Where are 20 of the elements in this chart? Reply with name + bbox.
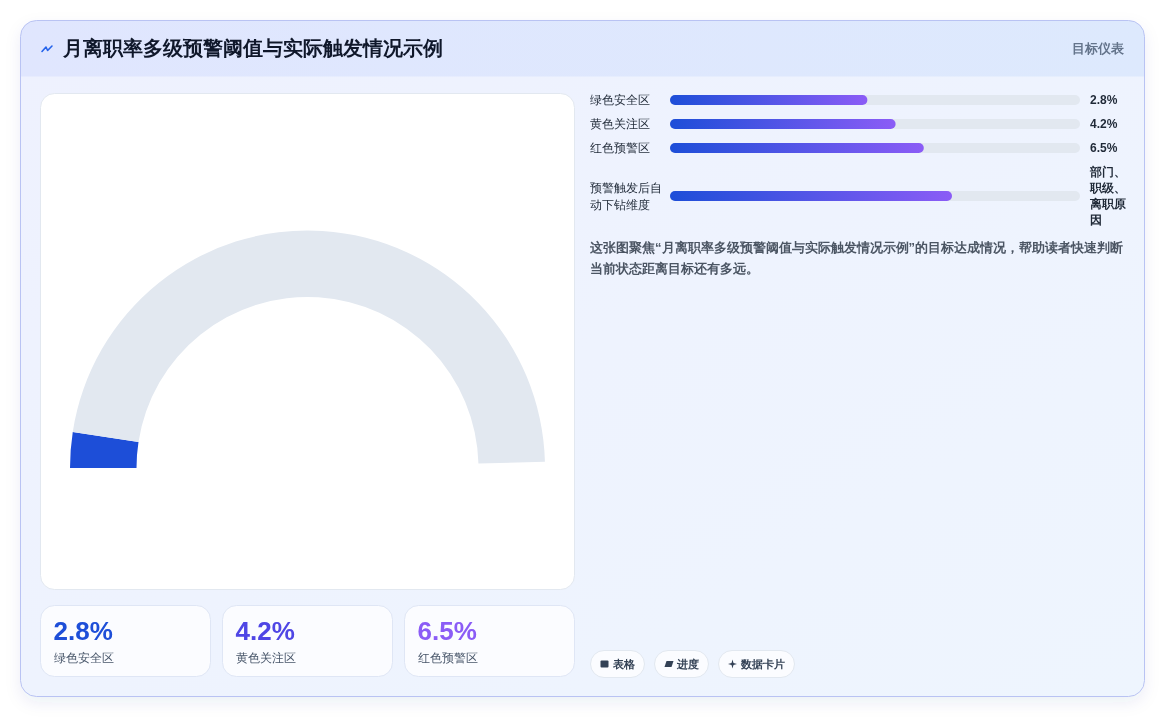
y-tick-label: 红色预警区 (590, 141, 650, 155)
text: 4.2% (235, 616, 295, 646)
text: 目标仪表 (1072, 40, 1125, 56)
text: 这张图聚焦“月离职率多级预警阈值与实际触发情况示例”的目标达成情况，帮助读者快速判断当前状态距离目标还有多远。 (589, 239, 1123, 276)
text: 进度 (675, 658, 699, 670)
y-tick-label: 绿色安全区 (590, 93, 650, 107)
text: 表格 (611, 658, 636, 670)
text: 2.8% (53, 616, 113, 646)
text: 4.2% (1090, 117, 1118, 131)
text: 6.5% (417, 616, 477, 646)
text: 部门、职级、离职原因 (1089, 165, 1126, 227)
text: 2.8% (1090, 93, 1118, 107)
text: 绿色安全区 (53, 651, 114, 665)
text: 月离职率多级预警阈值与实际触发情况示例 (62, 37, 443, 59)
text: 红色预警区 (417, 651, 478, 665)
y-tick-label: 黄色关注区 (590, 117, 650, 131)
y-tick-label: 预警触发后自动下钻维度 (590, 180, 662, 212)
text: 黄色关注区 (235, 651, 296, 665)
text: 数据卡片 (739, 658, 785, 670)
text: 6.5% (1090, 141, 1118, 155)
